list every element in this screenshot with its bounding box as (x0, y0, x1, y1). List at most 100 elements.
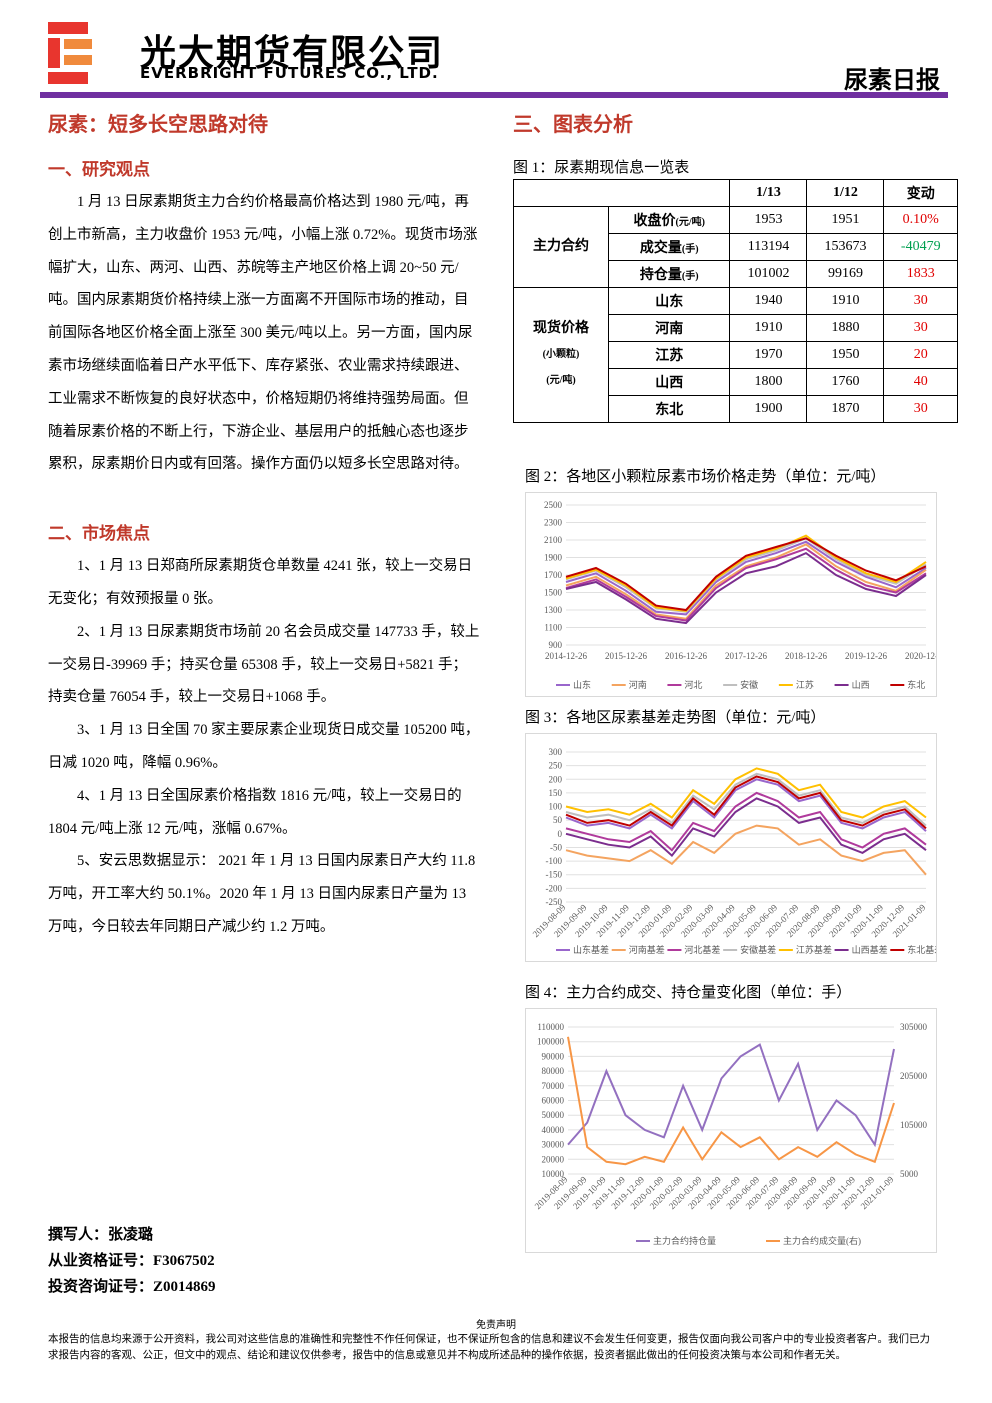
cell: 30 (883, 287, 958, 315)
row-name: 山西 (607, 368, 731, 396)
y-tick-label: 20000 (542, 1154, 565, 1164)
cell: 0.10% (883, 206, 958, 234)
author: 撰写人：张凌璐 (48, 1227, 154, 1243)
series-line (567, 1043, 895, 1148)
logo (48, 22, 92, 84)
series-line (565, 791, 927, 852)
y-tick-label: -250 (546, 897, 563, 907)
legend-label: 主力合约持仓量 (653, 1235, 716, 1246)
series-line (567, 1036, 895, 1166)
y-tick-label: 1700 (544, 570, 563, 580)
cell: 1970 (729, 341, 808, 369)
y-tick-label: 90000 (542, 1051, 565, 1061)
cell: 1910 (806, 287, 885, 315)
series-line (565, 778, 927, 832)
cell: -40479 (883, 233, 958, 261)
y2-tick-label: 205000 (900, 1071, 928, 1081)
heading: 一、研究观点 (48, 160, 150, 179)
unit: (手) (681, 271, 699, 282)
cell: 30 (883, 395, 958, 423)
legend-label: 河南 (629, 679, 647, 690)
table-row: 成交量(手) 113194 153673 -40479 (514, 233, 958, 261)
y-tick-label: 2500 (544, 500, 563, 510)
x-tick-label: 2018-12-26 (785, 651, 827, 661)
y-tick-label: 100000 (537, 1037, 565, 1047)
row-label: 东北 (655, 403, 684, 418)
y-tick-label: 40000 (542, 1125, 565, 1135)
cell: 30 (883, 314, 958, 342)
table-row: 山西 1800 1760 40 (514, 368, 958, 396)
y-tick-label: 60000 (542, 1096, 565, 1106)
table-header: 1/13 1/12 变动 (512, 179, 958, 207)
cell: 1940 (729, 287, 808, 315)
row-label: 山东 (655, 295, 684, 310)
y-tick-label: 80000 (542, 1066, 565, 1076)
column-header: 变动 (883, 179, 958, 207)
row-name: 持仓量(手) (607, 260, 731, 288)
unit: (手) (681, 244, 699, 255)
legend-label: 江苏 (796, 679, 814, 690)
y-tick-label: 50000 (542, 1110, 565, 1120)
y-tick-label: 30000 (542, 1140, 565, 1150)
paragraph: 1、1 月 13 日郑商所尿素期货仓单数量 4241 张，较上一交易日无变化；有… (48, 558, 473, 607)
disclaimer: 本报告的信息均来源于公开资料，我公司对这些信息的准确性和完整性不作任何保证，也不… (48, 1334, 930, 1361)
report-name: 尿素日报 (844, 68, 940, 94)
label-line: (小颗粒) (542, 349, 580, 360)
legend-label: 安徽基差 (740, 944, 776, 955)
cell: 1833 (883, 260, 958, 288)
series-line (565, 767, 927, 819)
company-cn: 光大期货有限公司 (140, 33, 445, 74)
legend-label: 主力合约成交量(右) (783, 1235, 861, 1246)
y2-tick-label: 305000 (900, 1022, 928, 1032)
table-row: 持仓量(手) 101002 99169 1833 (514, 260, 958, 288)
y-tick-label: 110000 (537, 1022, 564, 1032)
cell: 1800 (729, 368, 808, 396)
paragraph: 4、1 月 13 日全国尿素价格指数 1816 元/吨，较上一交易日的 1804… (48, 787, 462, 837)
table-row: 东北 1900 1870 30 (514, 395, 958, 423)
legend-label: 山西 (852, 680, 870, 690)
row-name: 山东 (607, 287, 731, 315)
legend-label: 山东 (573, 679, 591, 690)
label-line: 现货价格 (533, 321, 589, 336)
row-label: 江苏 (655, 349, 684, 364)
author-block: 撰写人：张凌璐 从业资格证号：F3067502 投资咨询证号：Z0014869 (48, 1222, 216, 1300)
table-row: 现货价格 (小颗粒) (元/吨) 山东 1940 1910 30 (513, 287, 958, 423)
y-tick-label: 300 (549, 747, 563, 757)
y-tick-label: -200 (546, 883, 563, 893)
group-label: 主力合约 (513, 206, 609, 288)
cell (512, 179, 731, 207)
chart-title: 图 2：各地区小颗粒尿素市场价格走势（单位：元/吨） (525, 469, 886, 485)
y2-tick-label: 105000 (900, 1120, 928, 1130)
cell: 1880 (806, 314, 885, 342)
cell: 1900 (729, 395, 808, 423)
y-tick-label: -50 (550, 842, 562, 852)
x-tick-label: 2015-12-26 (605, 651, 647, 661)
label-line: 主力合约 (533, 239, 589, 254)
y-tick-label: 100 (549, 802, 563, 812)
paragraph: 3、1 月 13 日全国 70 家主要尿素企业现货日成交量 105200 吨，日… (48, 722, 480, 771)
chart-title: 图 3：各地区尿素基差走势图（单位：元/吨） (525, 710, 826, 726)
label-line: (元/吨) (546, 375, 576, 386)
legend-label: 江苏基差 (796, 944, 832, 955)
cell: 20 (883, 341, 958, 369)
paragraph: 2、1 月 13 日尿素期货市场前 20 名会员成交量 147733 手，较上一… (48, 623, 480, 706)
title: 尿素：短多长空思路对待 (48, 114, 268, 136)
table-row: 主力合约 收盘价(元/吨) 1953 1951 0.10% (513, 206, 958, 288)
x-tick-label: 2020-12-26 (905, 651, 937, 661)
left-column: 一、研究观点 1 月 13 日尿素期货主力合约价格最高价格达到 1980 元/吨… (48, 155, 480, 944)
table-row: 江苏 1970 1950 20 (514, 341, 958, 369)
series-line (565, 537, 927, 613)
legend-label: 河北 (684, 679, 702, 690)
y-tick-label: 1500 (544, 588, 563, 598)
legend-label: 山东基差 (573, 944, 609, 955)
series-line (565, 534, 927, 612)
legend-label: 河北基差 (684, 944, 720, 955)
series-line (565, 551, 927, 625)
cell: 1951 (806, 206, 885, 234)
legend-label: 东北基差 (907, 944, 937, 955)
header-bar (40, 92, 948, 98)
series-line (565, 547, 927, 622)
x-tick-label: 2019-12-26 (845, 651, 887, 661)
y-tick-label: 900 (549, 640, 563, 650)
y-tick-label: 200 (549, 774, 563, 784)
